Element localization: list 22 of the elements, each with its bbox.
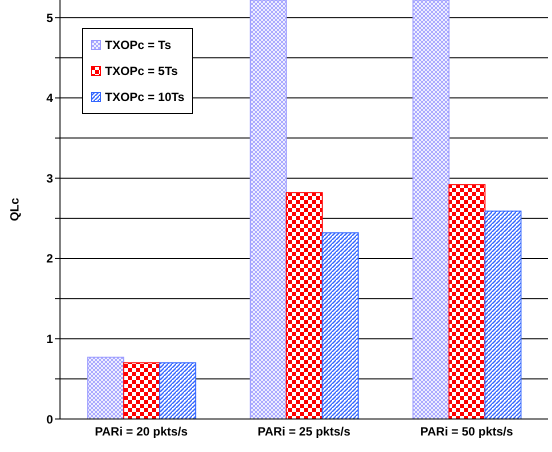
y-axis-title: QLc bbox=[7, 198, 22, 222]
bar bbox=[286, 192, 323, 419]
bar bbox=[250, 0, 287, 419]
x-tick-label: PARi = 25 pkts/s bbox=[258, 424, 351, 439]
y-tick-label: 5 bbox=[46, 10, 54, 25]
legend-label: TXOPc = 5Ts bbox=[105, 63, 178, 80]
bar bbox=[123, 362, 160, 419]
y-tick-label: 0 bbox=[46, 412, 54, 426]
legend-label: TXOPc = 10Ts bbox=[105, 89, 184, 106]
y-tick-label: 2 bbox=[46, 252, 54, 266]
legend-label: TXOPc = Ts bbox=[105, 37, 172, 54]
y-tick-label: 4 bbox=[46, 91, 54, 106]
bar bbox=[87, 356, 124, 419]
y-tick-label: 1 bbox=[46, 332, 54, 346]
bar bbox=[159, 362, 196, 419]
bar bbox=[412, 0, 450, 419]
x-tick-label: PARi = 20 pkts/s bbox=[94, 424, 188, 439]
bar bbox=[448, 184, 486, 419]
y-tick-label: 3 bbox=[46, 171, 54, 186]
x-tick-label: PARi = 50 pkts/s bbox=[420, 424, 514, 439]
bar bbox=[322, 232, 359, 419]
bar bbox=[484, 210, 522, 419]
